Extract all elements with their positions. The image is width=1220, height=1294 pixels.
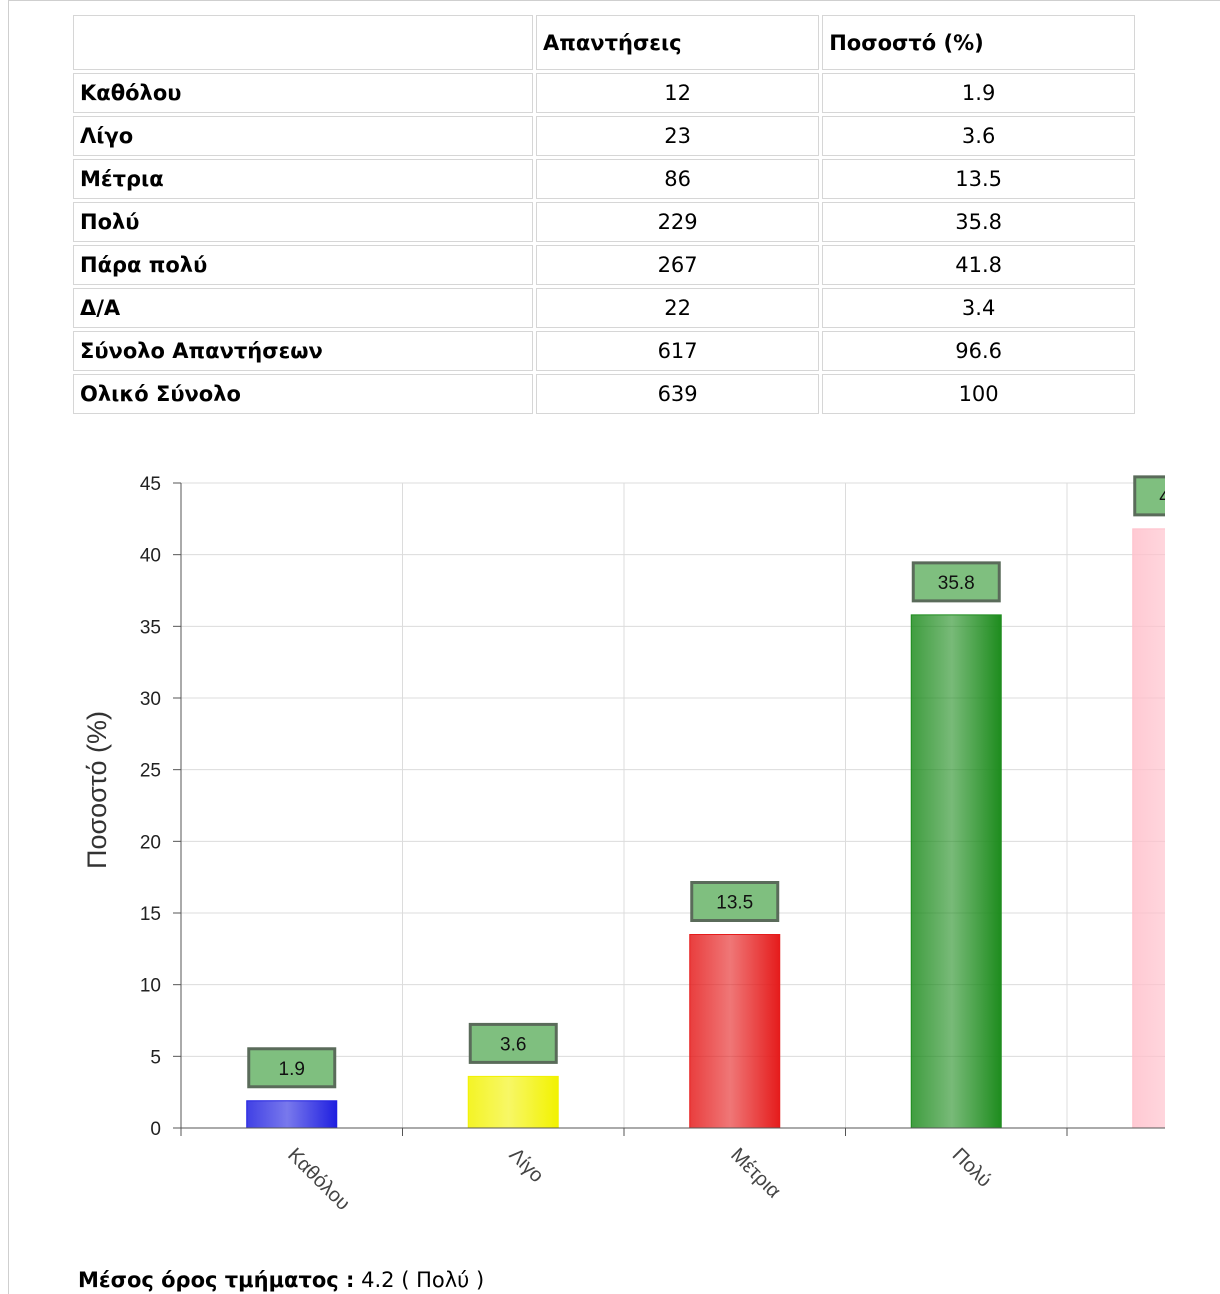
row-label: Καθόλου	[73, 73, 533, 113]
data-label-box	[468, 1022, 558, 1064]
row-percent: 1.9	[822, 73, 1135, 113]
x-tick-label: Πολύ	[948, 1144, 996, 1192]
table-row: Σύνολο Απαντήσεων 617 96.6	[73, 331, 1135, 371]
row-count: 229	[536, 202, 820, 242]
row-count: 23	[536, 116, 820, 156]
y-tick-label: 30	[140, 689, 161, 710]
row-label: Μέτρια	[73, 159, 533, 199]
y-tick-label: 15	[140, 904, 161, 925]
results-table: Απαντήσεις Ποσοστό (%) Καθόλου 12 1.9 Λί…	[70, 12, 1138, 417]
data-label: 41.8	[1159, 487, 1196, 508]
chart-grid	[181, 482, 1165, 1129]
table-row: Ολικό Σύνολο 639 100	[73, 374, 1135, 414]
row-count: 12	[536, 73, 820, 113]
data-label-box	[911, 561, 1001, 603]
row-percent: 35.8	[822, 202, 1135, 242]
data-label: 13.5	[716, 893, 753, 914]
x-tick-label: Καθόλου	[283, 1144, 354, 1215]
row-percent: 96.6	[822, 331, 1135, 371]
row-count: 22	[536, 288, 820, 328]
row-label: Πολύ	[73, 202, 533, 242]
data-label-box	[1133, 475, 1165, 517]
y-tick-label: 45	[140, 474, 161, 495]
row-label: Πάρα πολύ	[73, 245, 533, 285]
data-label: 1.9	[279, 1059, 305, 1080]
table-row: Πολύ 229 35.8	[73, 202, 1135, 242]
y-tick-label: 25	[140, 761, 161, 782]
bar-chart: 1.9 3.6 13.5 35.8 41.8 0 5 10 15 20 25 30 35 40 45 Καθ…	[82, 474, 1196, 1215]
row-percent: 100	[822, 374, 1135, 414]
y-tick-label: 5	[150, 1047, 161, 1068]
table-row: Πάρα πολύ 267 41.8	[73, 245, 1135, 285]
row-percent: 41.8	[822, 245, 1135, 285]
header-cell-percent: Ποσοστό (%)	[822, 15, 1135, 70]
table-header-row: Απαντήσεις Ποσοστό (%)	[73, 15, 1135, 70]
data-label-box	[247, 1047, 337, 1089]
bar-Μέτρια	[689, 934, 781, 1129]
table-row: Λίγο 23 3.6	[73, 116, 1135, 156]
header-cell-empty	[73, 15, 533, 70]
bar-Πάρα πολύ	[1132, 528, 1165, 1129]
row-count: 267	[536, 245, 820, 285]
table-row: Δ/Α 22 3.4	[73, 288, 1135, 328]
y-tick-label: 40	[140, 546, 161, 567]
bar-Πολύ	[910, 614, 1002, 1129]
y-tick-label: 20	[140, 832, 161, 853]
x-tick-label: Λίγο	[505, 1144, 548, 1187]
department-average: Μέσος όρος τμήματος : 4.2 ( Πολύ )	[78, 1268, 484, 1292]
row-percent: 13.5	[822, 159, 1135, 199]
row-count: 86	[536, 159, 820, 199]
y-tick-label: 10	[140, 976, 161, 997]
bar-Λίγο	[467, 1075, 559, 1129]
data-label-box	[690, 881, 780, 922]
table-row: Καθόλου 12 1.9	[73, 73, 1135, 113]
row-label: Δ/Α	[73, 288, 533, 328]
header-cell-responses: Απαντήσεις	[536, 15, 820, 70]
y-axis-label: Ποσοστό (%)	[82, 711, 112, 869]
x-tick-label: Μέτρια	[726, 1144, 785, 1203]
chart-bars: 1.9 3.6 13.5 35.8 41.8	[246, 475, 1196, 1129]
row-percent: 3.4	[822, 288, 1135, 328]
data-label: 3.6	[500, 1034, 526, 1055]
row-label: Ολικό Σύνολο	[73, 374, 533, 414]
department-average-value: 4.2 ( Πολύ )	[361, 1268, 485, 1292]
y-tick-label: 0	[150, 1119, 161, 1140]
table-row: Μέτρια 86 13.5	[73, 159, 1135, 199]
row-count: 617	[536, 331, 820, 371]
report-frame	[8, 0, 1220, 1294]
row-percent: 3.6	[822, 116, 1135, 156]
row-label: Λίγο	[73, 116, 533, 156]
data-label: 35.8	[938, 573, 975, 594]
row-count: 639	[536, 374, 820, 414]
row-label: Σύνολο Απαντήσεων	[73, 331, 533, 371]
y-tick-label: 35	[140, 617, 161, 638]
department-average-label: Μέσος όρος τμήματος :	[78, 1268, 355, 1292]
bar-Καθόλου	[246, 1100, 338, 1129]
